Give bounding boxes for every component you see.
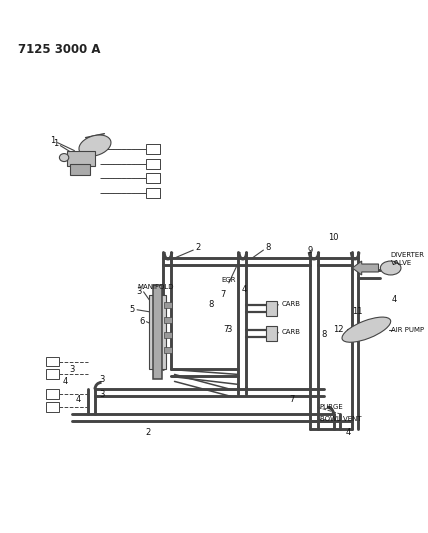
Text: 3: 3 (100, 375, 105, 384)
Text: A: A (151, 146, 155, 151)
Bar (46, 369, 59, 379)
Bar (266, 326, 277, 341)
Text: 8: 8 (265, 243, 271, 252)
Text: DIVERTER: DIVERTER (391, 252, 425, 258)
Text: A: A (152, 146, 156, 151)
Bar (164, 302, 172, 308)
Text: B: B (51, 372, 55, 377)
Text: B: B (152, 160, 156, 166)
Text: 8: 8 (208, 300, 214, 309)
Text: 4: 4 (75, 395, 81, 404)
Text: 7: 7 (220, 290, 226, 300)
FancyArrow shape (352, 261, 378, 275)
Ellipse shape (342, 317, 391, 342)
Text: 3: 3 (100, 390, 105, 399)
Text: 5: 5 (130, 305, 135, 314)
Text: 4: 4 (346, 427, 351, 437)
Bar (147, 158, 160, 168)
Bar (147, 173, 160, 183)
Bar (147, 188, 160, 198)
Text: B: B (151, 160, 155, 166)
Text: 7: 7 (223, 325, 229, 334)
Text: 11: 11 (352, 307, 362, 316)
Bar (153, 285, 162, 379)
Text: 1: 1 (53, 139, 58, 148)
Text: AIR PUMP: AIR PUMP (391, 327, 424, 333)
Text: 3: 3 (136, 287, 142, 296)
Text: 8: 8 (321, 330, 327, 339)
Bar (146, 173, 160, 183)
Text: 2: 2 (146, 427, 151, 437)
Text: 3: 3 (226, 325, 232, 334)
Text: C: C (51, 391, 55, 397)
Bar (46, 402, 59, 412)
Text: MANIFOLD: MANIFOLD (137, 284, 174, 290)
Text: C: C (152, 190, 156, 196)
Bar (146, 158, 160, 168)
Text: EGR: EGR (222, 277, 236, 283)
Text: A: A (51, 359, 55, 365)
Bar (70, 164, 90, 175)
Text: 1: 1 (50, 136, 56, 145)
Bar (46, 389, 59, 399)
Text: BOWL VENT: BOWL VENT (320, 416, 361, 422)
Text: VALVE: VALVE (391, 260, 412, 266)
Bar (146, 188, 160, 198)
Text: CARB: CARB (281, 301, 300, 307)
Text: CARB: CARB (281, 329, 300, 335)
Text: 10: 10 (328, 232, 339, 241)
Text: D: D (150, 175, 156, 181)
Bar (164, 317, 172, 322)
Text: 4: 4 (392, 295, 397, 304)
Bar (147, 144, 160, 154)
Ellipse shape (380, 261, 401, 275)
Text: C: C (151, 190, 155, 196)
Text: 4: 4 (242, 285, 247, 294)
Text: PURGE: PURGE (320, 404, 343, 410)
Text: D: D (152, 175, 157, 181)
Text: 7: 7 (289, 395, 294, 404)
Text: 7125 3000 A: 7125 3000 A (18, 43, 101, 56)
Text: 9: 9 (308, 246, 313, 255)
Text: D: D (50, 404, 56, 410)
Bar (266, 301, 277, 316)
Bar (46, 357, 59, 367)
Text: 12: 12 (333, 325, 344, 334)
Ellipse shape (59, 154, 69, 161)
Text: 6: 6 (139, 317, 144, 326)
Bar (164, 346, 172, 352)
Bar (164, 332, 172, 337)
Text: 2: 2 (195, 243, 201, 252)
Text: 3: 3 (69, 365, 74, 374)
Bar (67, 151, 95, 166)
Bar (149, 295, 166, 369)
Bar (146, 144, 160, 154)
Text: 4: 4 (62, 377, 68, 386)
Ellipse shape (79, 135, 111, 156)
